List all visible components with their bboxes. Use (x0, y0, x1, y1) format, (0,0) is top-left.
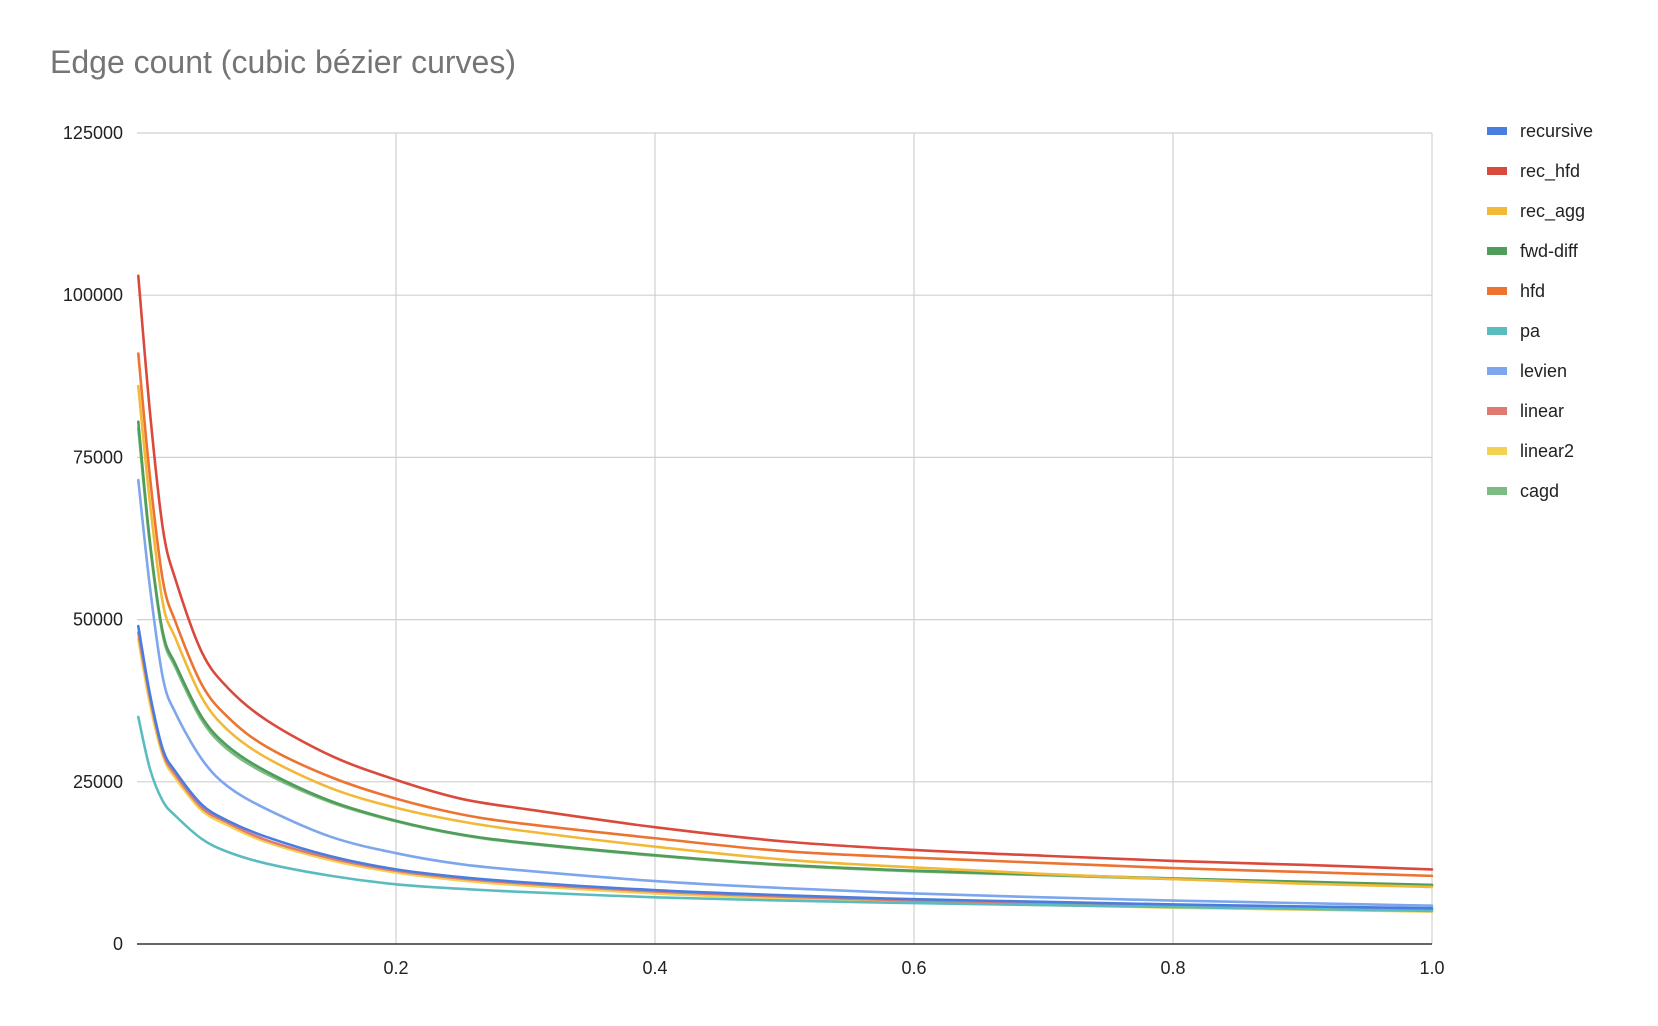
series-line-cagd (136, 426, 1434, 887)
y-tick-label: 125000 (63, 123, 123, 143)
legend-swatch-rec_hfd (1487, 167, 1507, 175)
legend-label-hfd: hfd (1520, 281, 1545, 301)
legend-swatch-linear2 (1487, 447, 1507, 455)
legend-label-linear2: linear2 (1520, 441, 1574, 461)
series-line-levien (136, 478, 1434, 908)
series-line-rec_hfd (136, 274, 1434, 871)
x-tick-label: 0.4 (642, 958, 667, 978)
legend-swatch-levien (1487, 367, 1507, 375)
y-tick-label: 100000 (63, 285, 123, 305)
legend-swatch-rec_agg (1487, 207, 1507, 215)
x-tick-label: 0.8 (1160, 958, 1185, 978)
legend-swatch-linear (1487, 407, 1507, 415)
series-line-pa (136, 715, 1434, 913)
y-tick-label: 50000 (73, 610, 123, 630)
y-tick-label: 25000 (73, 772, 123, 792)
legend-swatch-pa (1487, 327, 1507, 335)
y-tick-label: 0 (113, 934, 123, 954)
legend-label-linear: linear (1520, 401, 1564, 421)
grid-lines (137, 132, 1433, 944)
legend-label-levien: levien (1520, 361, 1567, 381)
series-line-hfd (136, 352, 1434, 878)
series-line-recursive (136, 624, 1434, 910)
y-axis-tick-labels: 0 25000 50000 75000 100000 125000 (63, 123, 123, 954)
legend-label-rec_agg: rec_agg (1520, 201, 1585, 222)
legend-label-fwd-diff: fwd-diff (1520, 241, 1579, 261)
legend-label-pa: pa (1520, 321, 1541, 341)
legend-label-recursive: recursive (1520, 121, 1593, 141)
x-axis-tick-labels: 0.2 0.4 0.6 0.8 1.0 (383, 958, 1444, 978)
legend-swatch-cagd (1487, 487, 1507, 495)
chart-title: Edge count (cubic bézier curves) (50, 44, 516, 80)
x-tick-label: 0.2 (383, 958, 408, 978)
legend-label-rec_hfd: rec_hfd (1520, 161, 1580, 182)
legend-swatch-recursive (1487, 127, 1507, 135)
series-line-fwd-diff (136, 420, 1434, 887)
series-line-rec_agg (136, 384, 1434, 889)
legend: recursive rec_hfd rec_agg fwd-diff hfd pa levi… (1487, 121, 1593, 501)
legend-swatch-fwd-diff (1487, 247, 1507, 255)
x-tick-label: 0.6 (901, 958, 926, 978)
y-tick-label: 75000 (73, 447, 123, 467)
x-tick-label: 1.0 (1419, 958, 1444, 978)
series-line-linear (136, 631, 1434, 911)
legend-label-cagd: cagd (1520, 481, 1559, 501)
legend-swatch-hfd (1487, 287, 1507, 295)
series-lines (136, 274, 1434, 913)
